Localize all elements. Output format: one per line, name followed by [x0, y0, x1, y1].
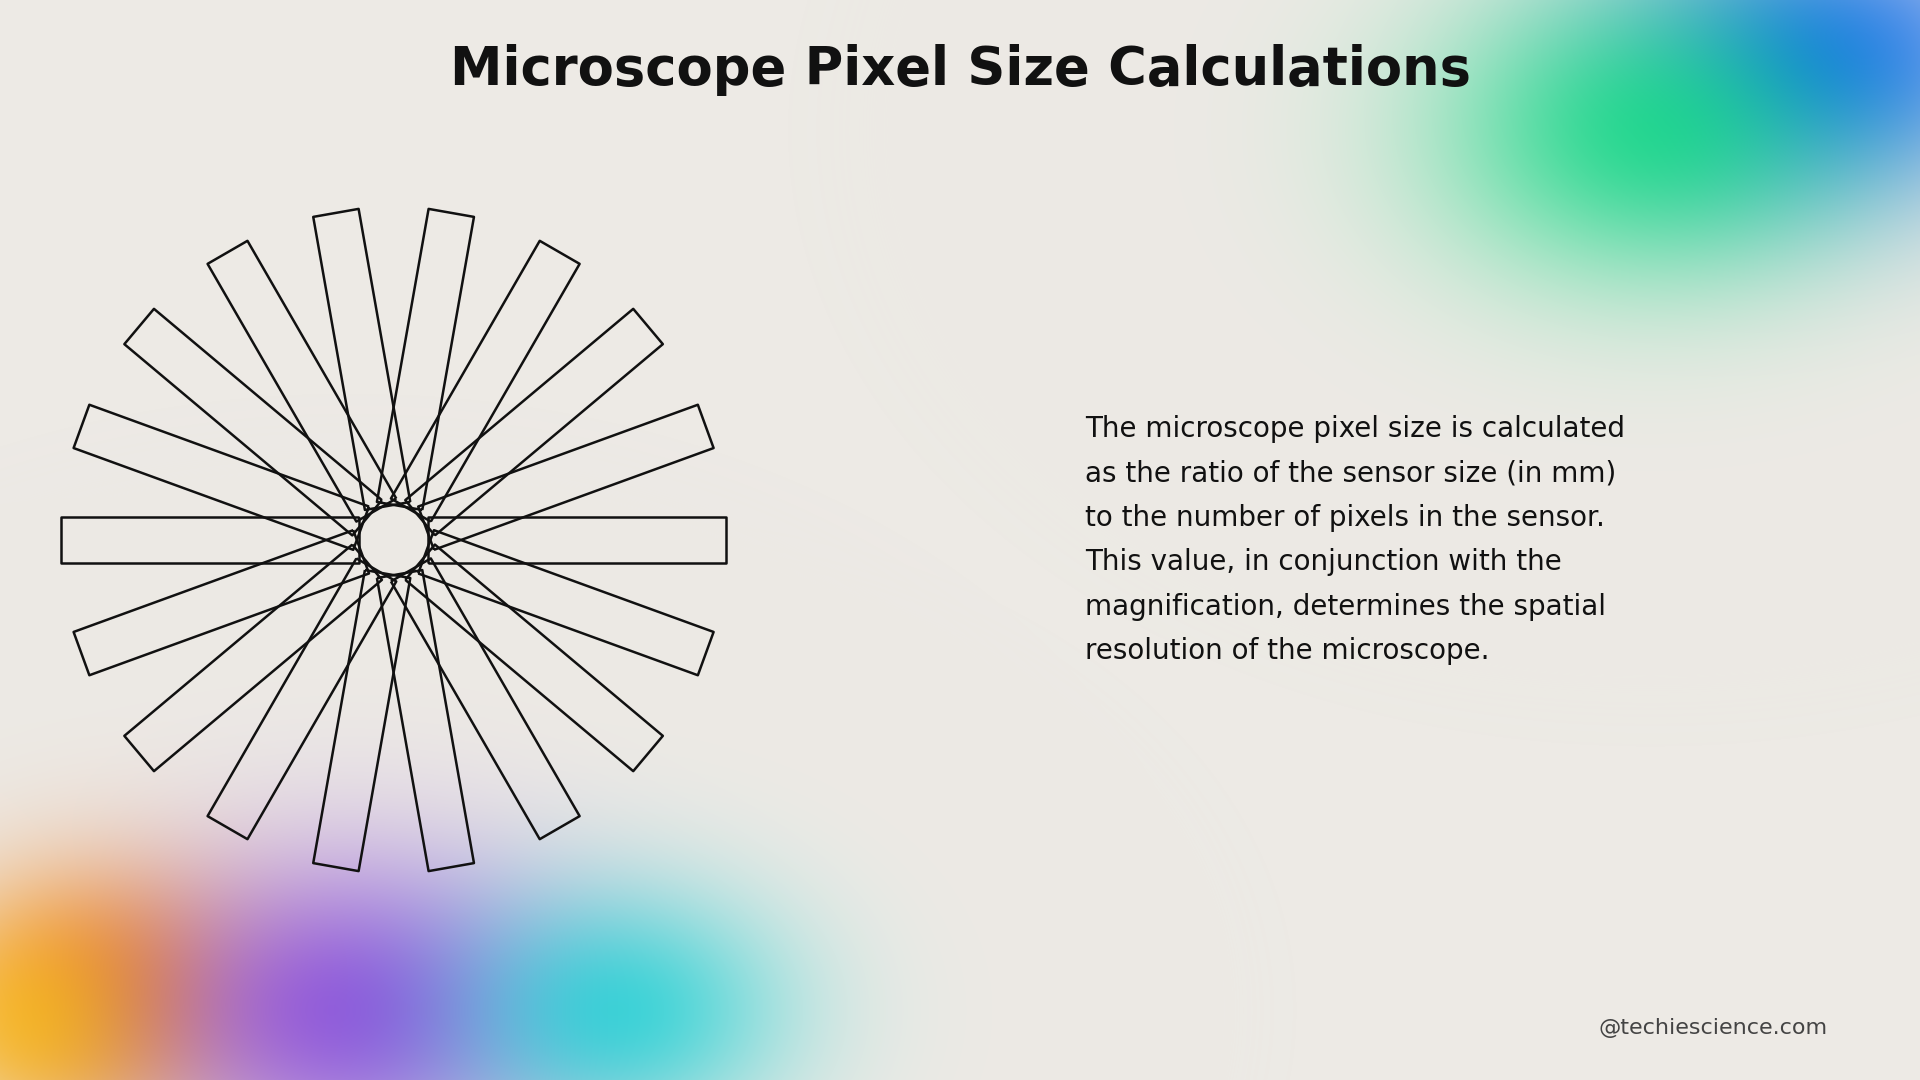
Text: The microscope pixel size is calculated
as the ratio of the sensor size (in mm)
: The microscope pixel size is calculated …: [1085, 415, 1624, 665]
Text: @techiescience.com: @techiescience.com: [1599, 1018, 1828, 1038]
Text: Microscope Pixel Size Calculations: Microscope Pixel Size Calculations: [449, 44, 1471, 96]
